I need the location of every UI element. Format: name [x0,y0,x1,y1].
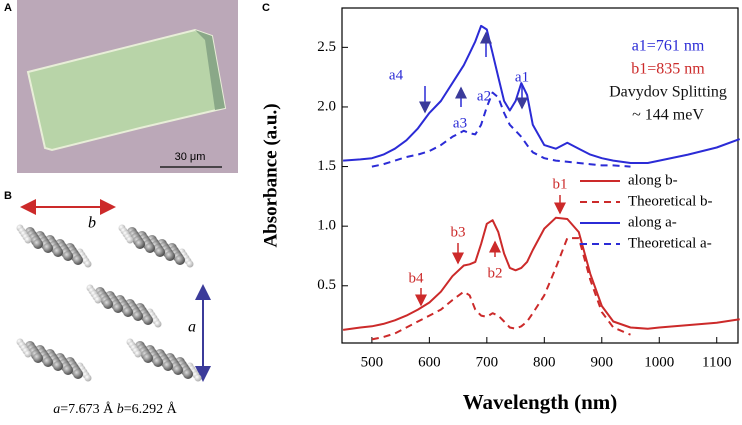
y-tick-label: 1.5 [317,158,336,174]
peak-label: a2 [477,88,491,104]
atom [43,357,53,367]
legend-label: along a- [628,214,677,230]
legend-label: Theoretical b- [628,193,713,209]
atom [103,299,113,309]
atom [133,311,143,321]
atom [63,251,73,261]
lattice-label: a [188,319,196,336]
atom [33,353,43,363]
atom [165,251,175,261]
atom [153,357,163,367]
peak-label: b2 [488,265,503,281]
molecules [16,224,202,382]
x-tick-label: 600 [418,354,441,370]
panel-label: C [262,2,270,14]
atom [186,260,194,268]
atom [183,369,193,379]
flake-edge [195,30,225,110]
panel-label: B [4,190,12,202]
atom [143,315,153,325]
y-tick-label: 2.5 [317,39,336,55]
atom [145,243,155,253]
lattice-label: b [88,215,96,232]
x-tick-label: 900 [591,354,614,370]
peak-label: a1 [515,69,529,85]
y-tick-label: 1.0 [317,218,336,234]
info-text: b1=835 nm [631,61,705,78]
y-tick-label: 0.5 [317,277,336,293]
atom [113,303,123,313]
atom [123,307,133,317]
atom [63,365,73,375]
x-tick-label: 500 [361,354,384,370]
atom [155,247,165,257]
atom [33,239,43,249]
series-line [371,237,631,341]
atom [126,236,134,244]
atom [134,350,142,358]
atom [135,239,145,249]
chart: 500 600 700 800 900 1000 1100 0.5 1.0 1.5 2.0 2.5 Wa… [260,7,741,414]
peak-label: b4 [409,270,425,286]
x-tick-label: 1000 [644,354,674,370]
peak-label: b3 [451,224,466,240]
atom [24,350,32,358]
series-line [371,91,631,168]
atom [43,243,53,253]
series-line [342,216,740,331]
atom [175,255,185,265]
info-text: Davydov Splitting [609,84,727,101]
legend-label: along b- [628,172,678,188]
series-line [343,24,741,164]
caption-part: =7.673 Å [60,401,117,417]
atom [73,255,83,265]
x-tick-label: 800 [533,354,556,370]
caption: a=7.673 Å b=6.292 Å [53,401,177,417]
peak-label: b1 [553,176,568,192]
atom [73,369,83,379]
atom [154,320,162,328]
legend-label: Theoretical a- [628,235,712,251]
atom [84,260,92,268]
y-tick-label: 2.0 [317,98,336,114]
panel-label: A [4,2,12,14]
info-text: a1=761 nm [632,38,705,55]
peak-label: a3 [453,115,467,131]
atom [143,353,153,363]
atom [173,365,183,375]
peak-label: a4 [389,67,404,83]
atom [194,374,202,382]
atom [163,361,173,371]
y-axis-label: Absorbance (a.u.) [260,103,281,247]
caption-part: =6.292 Å [124,401,178,417]
info-text: ~ 144 meV [632,107,704,124]
caption-part: a [53,402,60,417]
x-axis-label: Wavelength (nm) [463,390,618,414]
atom [84,374,92,382]
caption-part: b [117,402,124,417]
scale-label: 30 μm [175,151,206,163]
atom [53,361,63,371]
atom [24,236,32,244]
x-tick-label: 1100 [702,354,731,370]
atom [94,296,102,304]
plot-frame [341,7,739,344]
x-tick-label: 700 [476,354,499,370]
atom [53,247,63,257]
